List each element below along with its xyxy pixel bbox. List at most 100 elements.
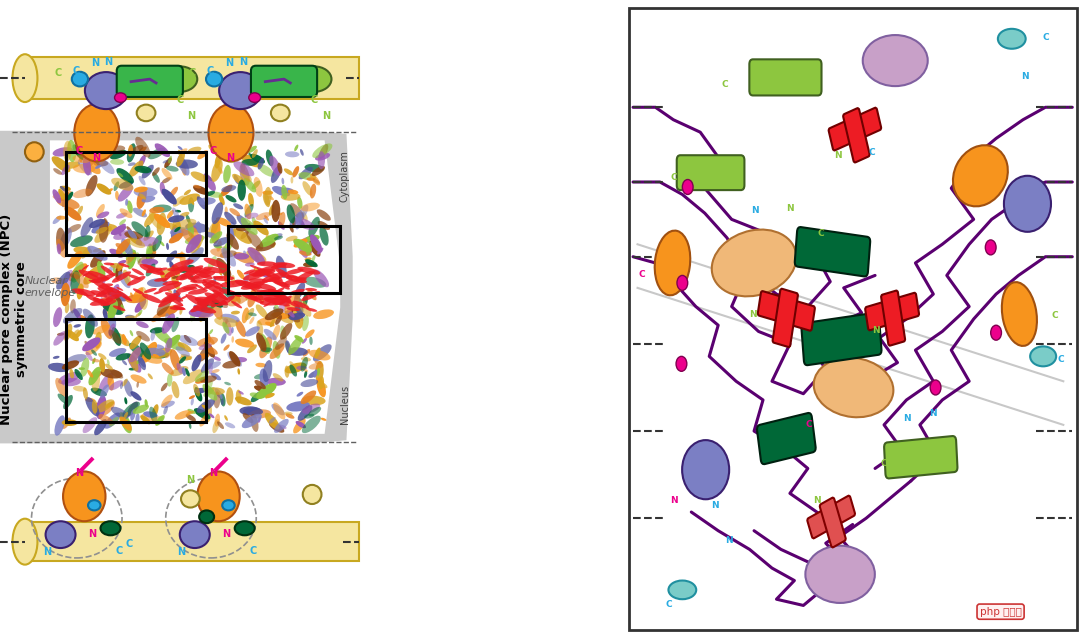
Ellipse shape: [186, 414, 195, 421]
Ellipse shape: [85, 158, 95, 168]
Ellipse shape: [212, 293, 228, 308]
Ellipse shape: [140, 415, 150, 424]
Ellipse shape: [170, 261, 175, 272]
Ellipse shape: [289, 313, 306, 320]
Ellipse shape: [244, 178, 256, 193]
Ellipse shape: [53, 216, 62, 224]
Ellipse shape: [122, 360, 127, 365]
Ellipse shape: [110, 369, 123, 378]
Ellipse shape: [269, 279, 282, 285]
Ellipse shape: [126, 226, 132, 232]
Text: php 中文网: php 中文网: [980, 607, 1022, 617]
Text: C: C: [638, 270, 646, 279]
Ellipse shape: [186, 214, 190, 223]
Ellipse shape: [135, 137, 150, 158]
Ellipse shape: [89, 367, 100, 385]
Ellipse shape: [305, 413, 314, 419]
Ellipse shape: [63, 417, 71, 429]
Ellipse shape: [57, 394, 68, 404]
Ellipse shape: [309, 241, 321, 257]
Ellipse shape: [310, 184, 316, 198]
Ellipse shape: [166, 166, 178, 172]
Ellipse shape: [96, 403, 102, 408]
Ellipse shape: [212, 304, 220, 307]
Ellipse shape: [677, 276, 688, 290]
Ellipse shape: [242, 159, 258, 166]
Ellipse shape: [119, 263, 130, 267]
Ellipse shape: [60, 192, 69, 201]
Ellipse shape: [67, 191, 73, 200]
FancyBboxPatch shape: [828, 108, 881, 151]
Text: N: N: [188, 111, 195, 121]
Ellipse shape: [91, 277, 110, 283]
Ellipse shape: [243, 269, 255, 274]
Ellipse shape: [98, 283, 113, 288]
Ellipse shape: [219, 288, 238, 295]
Ellipse shape: [222, 360, 240, 369]
Ellipse shape: [118, 271, 131, 288]
Ellipse shape: [120, 209, 133, 218]
Ellipse shape: [201, 303, 216, 311]
Ellipse shape: [282, 178, 284, 184]
Ellipse shape: [309, 336, 313, 345]
FancyBboxPatch shape: [808, 496, 855, 538]
Text: C: C: [665, 600, 672, 609]
Text: C: C: [310, 95, 318, 105]
Ellipse shape: [161, 292, 180, 302]
Ellipse shape: [175, 410, 191, 420]
Ellipse shape: [203, 267, 225, 273]
Ellipse shape: [300, 390, 316, 404]
Ellipse shape: [124, 397, 127, 404]
Ellipse shape: [275, 256, 287, 278]
Ellipse shape: [211, 373, 221, 380]
Ellipse shape: [300, 379, 319, 387]
Ellipse shape: [305, 329, 314, 338]
Ellipse shape: [930, 380, 941, 395]
Ellipse shape: [130, 330, 133, 336]
Ellipse shape: [265, 308, 283, 320]
Ellipse shape: [276, 424, 286, 429]
Ellipse shape: [186, 234, 202, 253]
Ellipse shape: [127, 230, 137, 240]
Ellipse shape: [118, 242, 131, 258]
Ellipse shape: [259, 290, 286, 297]
Ellipse shape: [165, 353, 171, 358]
Ellipse shape: [863, 35, 928, 86]
Ellipse shape: [96, 399, 114, 413]
Text: N: N: [87, 529, 96, 539]
Ellipse shape: [139, 287, 148, 310]
Ellipse shape: [180, 354, 191, 360]
Ellipse shape: [96, 183, 111, 195]
Ellipse shape: [294, 295, 303, 316]
Polygon shape: [0, 131, 353, 443]
Ellipse shape: [179, 148, 188, 154]
Ellipse shape: [284, 366, 289, 378]
Ellipse shape: [316, 381, 327, 389]
Ellipse shape: [92, 359, 99, 362]
Ellipse shape: [94, 226, 112, 243]
Ellipse shape: [73, 324, 81, 328]
Ellipse shape: [53, 189, 62, 204]
Ellipse shape: [96, 227, 108, 234]
Text: C: C: [206, 66, 214, 77]
Ellipse shape: [257, 320, 264, 335]
Ellipse shape: [195, 285, 205, 290]
Ellipse shape: [215, 286, 222, 289]
Ellipse shape: [170, 306, 185, 310]
Ellipse shape: [207, 361, 221, 369]
Ellipse shape: [224, 165, 231, 183]
Ellipse shape: [214, 286, 222, 290]
Ellipse shape: [316, 368, 320, 376]
Ellipse shape: [95, 389, 99, 393]
Ellipse shape: [162, 276, 171, 282]
Ellipse shape: [116, 212, 127, 219]
Ellipse shape: [138, 309, 143, 316]
Ellipse shape: [163, 160, 168, 163]
Ellipse shape: [63, 471, 106, 521]
Ellipse shape: [198, 150, 208, 160]
Ellipse shape: [315, 153, 330, 161]
Ellipse shape: [199, 306, 207, 322]
Ellipse shape: [229, 222, 235, 241]
Ellipse shape: [58, 372, 80, 384]
Ellipse shape: [240, 406, 261, 415]
